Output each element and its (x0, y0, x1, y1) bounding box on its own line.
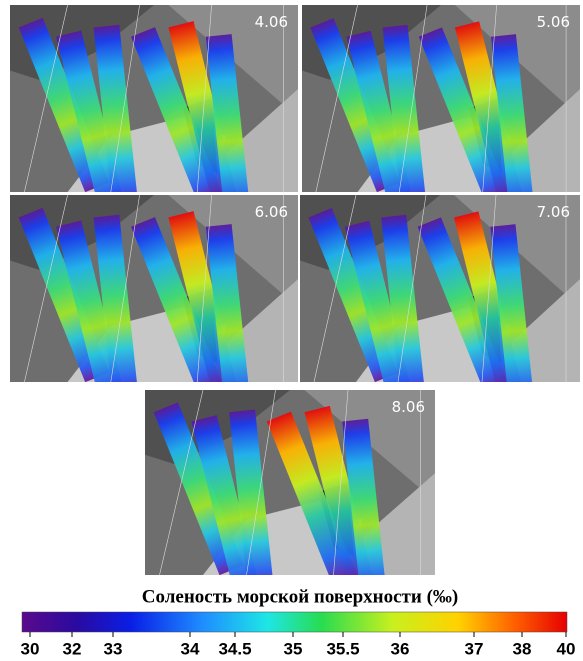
panel-label: 6.06 (255, 203, 288, 221)
colorbar (22, 612, 567, 632)
panel-label: 8.06 (392, 398, 425, 416)
tick-label: 30 (21, 639, 40, 658)
tick-label: 33 (104, 639, 123, 658)
tick-label: 32 (63, 639, 82, 658)
panel-label: 4.06 (255, 13, 288, 31)
tick-label: 36 (391, 639, 410, 658)
tick-label: 35 (284, 639, 303, 658)
map-panel: 6.06 (10, 195, 298, 403)
figure: Соленость морской поверхности (‰) 4.06 5.… (0, 0, 583, 661)
colorbar-title: Соленость морской поверхности (‰) (142, 586, 458, 607)
tick-label: 35.5 (326, 639, 359, 658)
map-panel: 5.06 (302, 5, 580, 213)
tick-label: 38 (513, 639, 532, 658)
tick-label: 37 (465, 639, 484, 658)
tick-label: 34 (181, 639, 200, 658)
map-panel: 7.06 (300, 195, 580, 403)
panel-label: 7.06 (537, 203, 570, 221)
panel-label: 5.06 (537, 13, 570, 31)
tick-label: 34.5 (218, 639, 251, 658)
tick-label: 40 (557, 639, 576, 658)
map-panel: 4.06 (10, 5, 298, 213)
map-panel: 8.06 (145, 390, 435, 596)
